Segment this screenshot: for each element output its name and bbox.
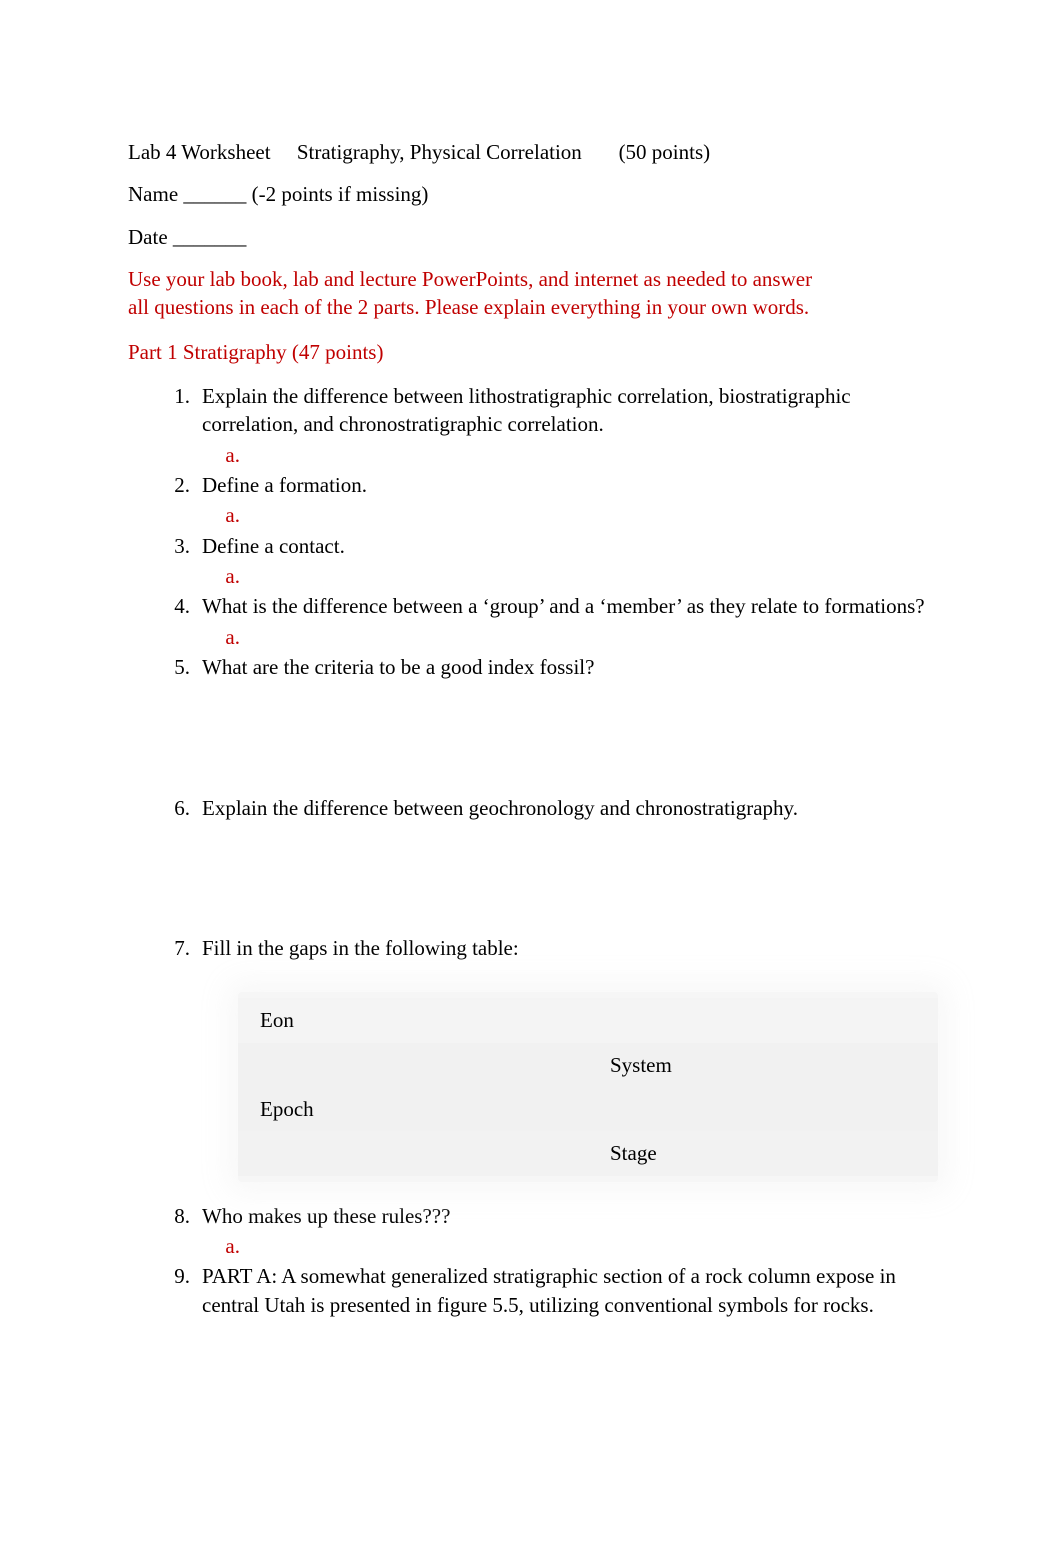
q8-text: Who makes up these rules??? [190,1202,936,1230]
lab-label: Lab 4 Worksheet [128,140,271,164]
date-line: Date _______ [128,223,936,251]
question-7: 7. Fill in the gaps in the following tab… [128,934,936,962]
q5-number: 5. [128,653,190,681]
question-4: 4. What is the difference between a ‘gro… [128,592,936,620]
table-cell [238,1043,588,1087]
gap-after-q6 [128,824,936,934]
q3-text: Define a contact. [190,532,936,560]
table-cell: Eon [238,998,588,1042]
table-cell [588,998,938,1042]
date-blank: _______ [173,225,247,249]
q4-text: What is the difference between a ‘group’… [190,592,936,620]
table-cell: System [588,1043,938,1087]
q2-text: Define a formation. [190,471,936,499]
question-2: 2. Define a formation. [128,471,936,499]
gap-after-q5 [128,684,936,794]
q2-sub: a. [128,501,936,529]
q3-sub: a. [128,562,936,590]
question-8: 8. Who makes up these rules??? [128,1202,936,1230]
name-label: Name [128,182,178,206]
lab-points: (50 points) [619,140,711,164]
q4-sub: a. [128,623,936,651]
q7-number: 7. [128,934,190,962]
table-cell: Epoch [238,1087,588,1131]
table-row: Epoch [238,1087,938,1131]
q9-text: PART A: A somewhat generalized stratigra… [190,1262,936,1319]
q1-number: 1. [128,382,190,410]
table-cell: Stage [588,1131,938,1175]
table-cell [588,1087,938,1131]
q3-sub-letter: a. [128,562,240,590]
question-1: 1. Explain the difference between lithos… [128,382,936,439]
date-label: Date [128,225,168,249]
lab-title: Stratigraphy, Physical Correlation [297,140,582,164]
table-cell [238,1131,588,1175]
instructions: Use your lab book, lab and lecture Power… [128,265,828,322]
q4-sub-letter: a. [128,623,240,651]
q8-sub: a. [128,1232,936,1260]
question-5: 5. What are the criteria to be a good in… [128,653,936,681]
q9-number: 9. [128,1262,190,1290]
question-6: 6. Explain the difference between geochr… [128,794,936,822]
q7-text: Fill in the gaps in the following table: [190,934,936,962]
table-row: Stage [238,1131,938,1175]
worksheet-header: Lab 4 Worksheet Stratigraphy, Physical C… [128,138,936,166]
q6-text: Explain the difference between geochrono… [190,794,936,822]
q1-sub-letter: a. [128,441,240,469]
q8-sub-letter: a. [128,1232,240,1260]
q2-sub-letter: a. [128,501,240,529]
q2-number: 2. [128,471,190,499]
q6-number: 6. [128,794,190,822]
q4-number: 4. [128,592,190,620]
table-row: Eon [238,998,938,1042]
question-3: 3. Define a contact. [128,532,936,560]
q3-number: 3. [128,532,190,560]
name-line: Name ______ (-2 points if missing) [128,180,936,208]
stratigraphy-table: Eon System Epoch Stage [238,992,938,1181]
q8-number: 8. [128,1202,190,1230]
q1-text: Explain the difference between lithostra… [190,382,936,439]
name-penalty: (-2 points if missing) [252,182,429,206]
part1-header: Part 1 Stratigraphy (47 points) [128,338,936,366]
question-9: 9. PART A: A somewhat generalized strati… [128,1262,936,1319]
table-row: System [238,1043,938,1087]
q5-text: What are the criteria to be a good index… [190,653,936,681]
q1-sub: a. [128,441,936,469]
name-blank: ______ [183,182,246,206]
